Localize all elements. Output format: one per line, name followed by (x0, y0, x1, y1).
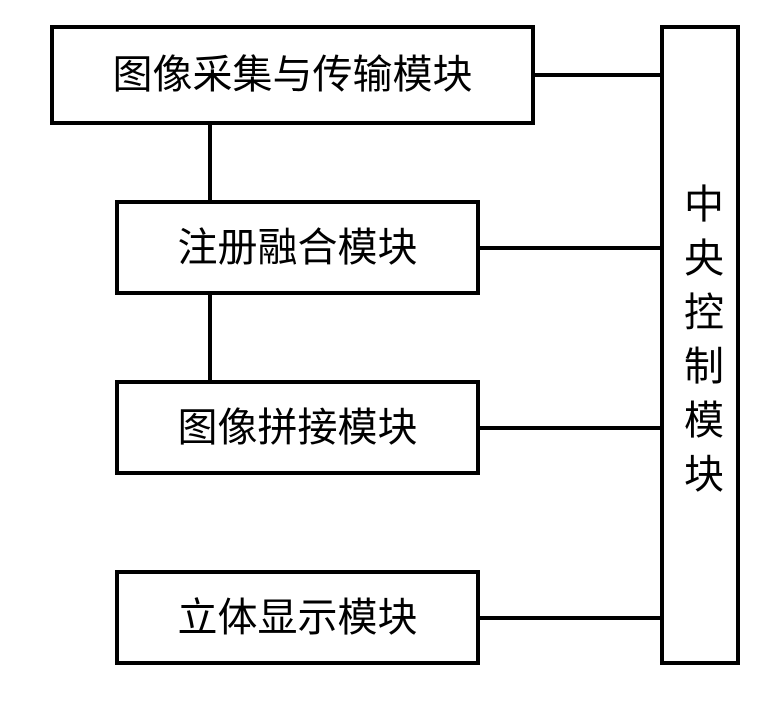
node-n2-label: 注册融合模块 (178, 224, 418, 272)
node-nc-label: 中央控制模块 (676, 183, 724, 507)
connector-bus-0 (535, 73, 660, 77)
node-n2: 注册融合模块 (115, 200, 480, 295)
node-n4: 立体显示模块 (115, 570, 480, 665)
node-n3: 图像拼接模块 (115, 380, 480, 475)
node-n1: 图像采集与传输模块 (50, 25, 535, 125)
node-nc: 中央控制模块 (660, 25, 740, 665)
connector-bus-1 (480, 246, 660, 250)
node-n3-label: 图像拼接模块 (178, 404, 418, 452)
connector-bus-3 (480, 616, 660, 620)
node-n1-label: 图像采集与传输模块 (113, 51, 473, 99)
connector-vert-0 (208, 125, 212, 200)
connector-vert-1 (208, 295, 212, 380)
node-n4-label: 立体显示模块 (178, 594, 418, 642)
connector-bus-2 (480, 426, 660, 430)
diagram-canvas: 图像采集与传输模块注册融合模块图像拼接模块立体显示模块 中央控制模块 (0, 0, 783, 727)
